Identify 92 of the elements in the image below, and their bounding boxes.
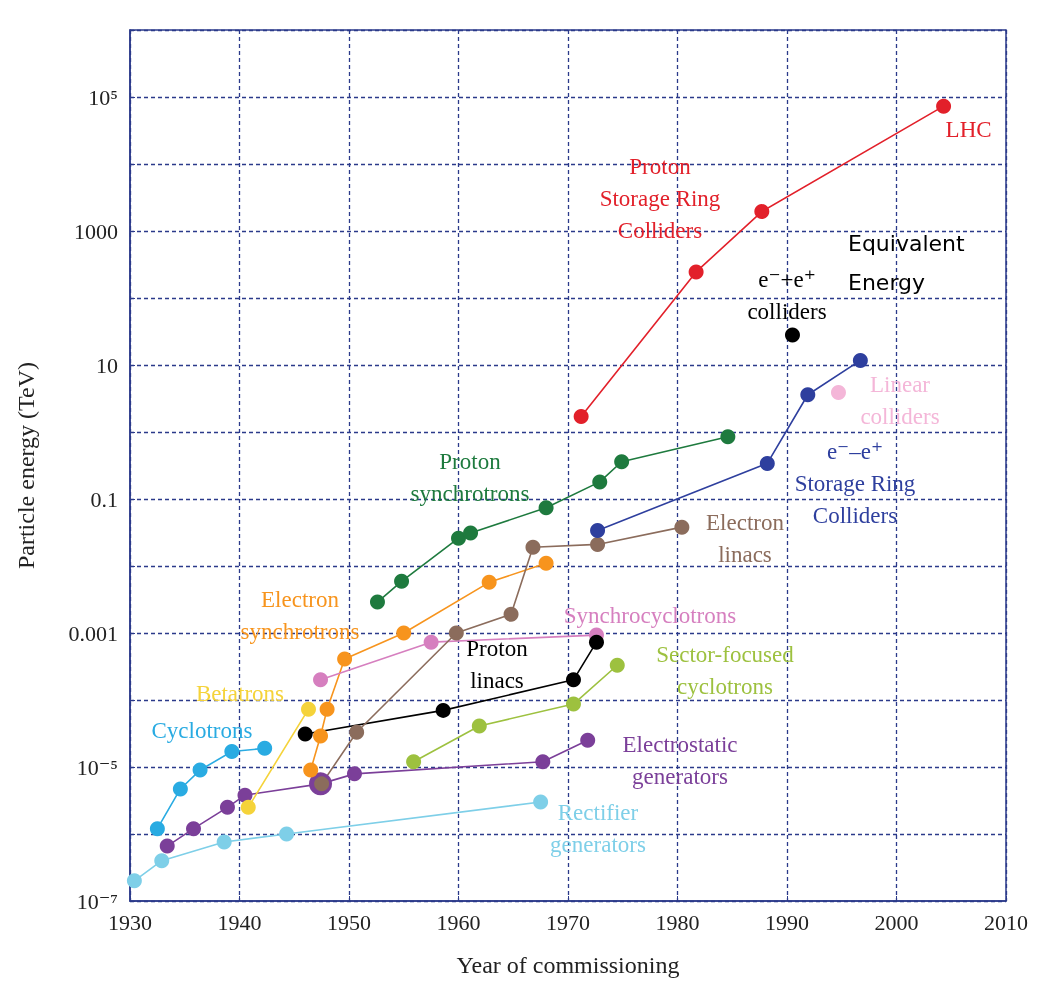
x-axis-title: Year of commissioning bbox=[456, 952, 680, 978]
point bbox=[237, 787, 253, 803]
point bbox=[852, 352, 868, 368]
point bbox=[448, 625, 464, 641]
series-label: Electron synchrotrons bbox=[240, 586, 360, 644]
point bbox=[301, 701, 316, 717]
point bbox=[192, 762, 208, 778]
point bbox=[186, 821, 202, 837]
point bbox=[565, 672, 581, 688]
point bbox=[590, 522, 606, 538]
point bbox=[224, 744, 240, 760]
series-label: Proton synchrotrons bbox=[410, 448, 530, 506]
point bbox=[126, 873, 142, 889]
annotation: LHC bbox=[945, 117, 992, 143]
x-tick-label: 1950 bbox=[327, 909, 371, 935]
series-label: e⁻–e⁺ Storage Ring Colliders bbox=[794, 438, 916, 528]
point bbox=[538, 500, 554, 516]
point bbox=[394, 573, 410, 589]
series-label: e⁻+e⁺ colliders bbox=[747, 266, 827, 324]
x-tick-label: 1990 bbox=[765, 909, 809, 935]
point bbox=[319, 701, 335, 717]
point bbox=[451, 530, 466, 546]
point bbox=[216, 834, 232, 850]
series-label: Betatrons bbox=[195, 680, 285, 706]
point bbox=[538, 555, 554, 571]
point bbox=[279, 826, 295, 842]
point bbox=[471, 718, 487, 734]
series-label: Electrostatic generators bbox=[622, 731, 738, 789]
point bbox=[590, 536, 606, 552]
point bbox=[369, 594, 385, 610]
y-axis-title: Particle energy (TeV) bbox=[13, 361, 39, 570]
series-label: Rectifier generators bbox=[550, 799, 646, 857]
series-label: Proton linacs bbox=[466, 635, 529, 693]
point bbox=[565, 696, 581, 712]
point bbox=[936, 98, 952, 114]
y-tick-label: 10 bbox=[96, 352, 118, 378]
point bbox=[154, 853, 170, 869]
point bbox=[503, 606, 519, 622]
point bbox=[463, 525, 479, 541]
y-tick-label: 10⁻⁵ bbox=[76, 754, 118, 780]
point bbox=[674, 519, 690, 535]
point bbox=[240, 799, 256, 815]
point bbox=[406, 754, 422, 770]
point bbox=[423, 634, 439, 650]
point bbox=[525, 539, 541, 555]
point bbox=[481, 574, 497, 590]
point bbox=[159, 838, 175, 854]
point bbox=[535, 754, 551, 770]
series-label: Sector-focused cyclotrons bbox=[656, 641, 795, 699]
series-label: Linear colliders bbox=[860, 371, 940, 429]
point bbox=[759, 455, 775, 471]
point bbox=[609, 657, 625, 673]
annotation: Equivalent Energy bbox=[848, 231, 966, 295]
point bbox=[580, 732, 596, 748]
y-tick-label: 0.001 bbox=[68, 620, 118, 646]
point bbox=[219, 799, 235, 815]
x-tick-label: 1980 bbox=[655, 909, 700, 935]
point bbox=[172, 781, 188, 797]
point bbox=[313, 728, 329, 744]
point bbox=[435, 702, 451, 718]
point bbox=[303, 762, 319, 778]
point bbox=[337, 651, 353, 667]
point bbox=[533, 794, 549, 810]
point bbox=[592, 474, 608, 490]
point bbox=[614, 454, 630, 470]
y-tick-label: 10⁵ bbox=[88, 84, 118, 110]
series-label: Cyclotrons bbox=[151, 717, 253, 743]
point bbox=[720, 429, 736, 445]
point bbox=[346, 766, 362, 782]
point bbox=[800, 387, 816, 403]
point bbox=[313, 672, 329, 688]
point bbox=[784, 327, 800, 343]
point bbox=[588, 634, 604, 650]
x-tick-label: 1970 bbox=[546, 909, 590, 935]
point bbox=[297, 726, 313, 742]
series-label: Synchrocyclotrons bbox=[563, 602, 737, 628]
point bbox=[573, 409, 589, 425]
point bbox=[257, 740, 273, 756]
y-tick-label: 1000 bbox=[74, 218, 118, 244]
series-label: Electron linacs bbox=[706, 509, 785, 567]
point bbox=[149, 821, 165, 837]
series-label: Proton Storage Ring Colliders bbox=[599, 153, 721, 243]
x-tick-label: 1940 bbox=[217, 909, 262, 935]
y-tick-label: 0.1 bbox=[90, 486, 118, 512]
x-tick-label: 2000 bbox=[874, 909, 919, 935]
point bbox=[349, 724, 365, 740]
x-tick-label: 2010 bbox=[984, 909, 1028, 935]
point bbox=[830, 384, 846, 400]
point bbox=[754, 204, 770, 220]
point bbox=[396, 625, 412, 641]
point bbox=[688, 264, 704, 280]
x-tick-label: 1960 bbox=[436, 909, 481, 935]
